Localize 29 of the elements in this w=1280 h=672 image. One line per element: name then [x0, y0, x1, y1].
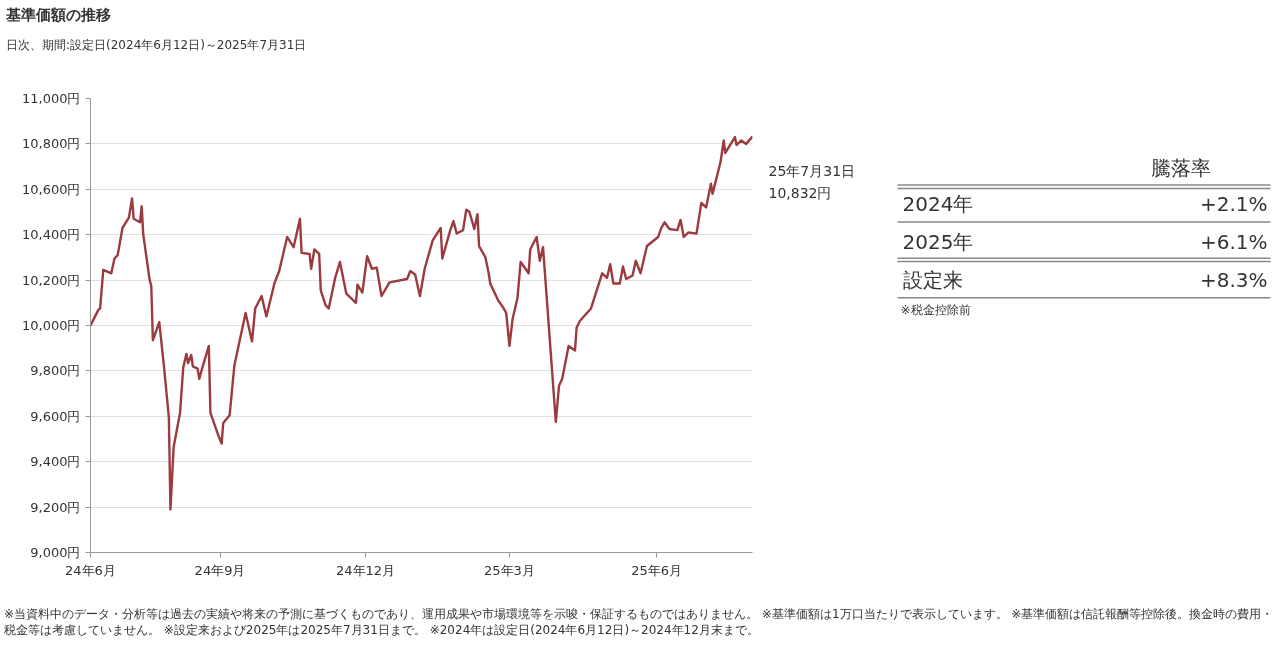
y-tick-label: 10,800円 — [22, 136, 81, 152]
y-tick-label: 9,400円 — [30, 454, 81, 470]
chart-title: 基準価額の推移 — [6, 5, 111, 26]
chart-subtitle: 日次、期間:設定日(2024年6月12日)～2025年7月31日 — [6, 37, 307, 54]
x-tick-label: 24年12月 — [335, 562, 396, 578]
text: +8.3% — [1199, 268, 1268, 293]
x-tick-label: 25年3月 — [484, 562, 535, 578]
y-tick-label: 9,600円 — [30, 408, 81, 424]
y-tick-label: 10,200円 — [22, 272, 81, 288]
category-label: 2024年 — [902, 192, 974, 217]
x-tick-label: 24年9月 — [194, 562, 246, 578]
text: +2.1% — [1199, 192, 1268, 217]
y-tick-label: 9,000円 — [30, 545, 81, 560]
text: 騰落率 — [1150, 156, 1211, 181]
x-tick-label: 24年6月 — [65, 562, 116, 578]
line-series — [90, 135, 753, 511]
y-tick-label: 9,800円 — [30, 363, 81, 379]
y-tick-label: 10,400円 — [22, 227, 81, 243]
x-tick-label: 25年6月 — [631, 562, 682, 578]
annotation: 25年7月31日 10,832円 — [768, 162, 856, 202]
y-tick-label: 10,600円 — [22, 181, 81, 197]
y-tick-label: 9,200円 — [30, 499, 81, 515]
text: ※税金控除前 — [900, 303, 971, 318]
text: ※当資料中のデータ・分析等は過去の実績や将来の予測に基づくものであり、運用成果や市場環境等を示唆・保証するものではありません。 ※基準価額は1万口当たりで表示しています。 ※基準価額は信託報酬等控除後。換金時の費用・税金等は考慮していません。 ※設定来および2025年は2025年7月31日まで。 ※2024年は設定日(2024年6月12日)～2024年12月末まで。 — [4, 606, 1274, 639]
y-tick-label: 11,000円 — [22, 91, 81, 106]
y-tick-label: 10,000円 — [22, 318, 81, 333]
category-label: 2025年 — [902, 230, 974, 255]
text: +6.1% — [1199, 230, 1268, 255]
category-label: 設定来 — [902, 268, 963, 293]
